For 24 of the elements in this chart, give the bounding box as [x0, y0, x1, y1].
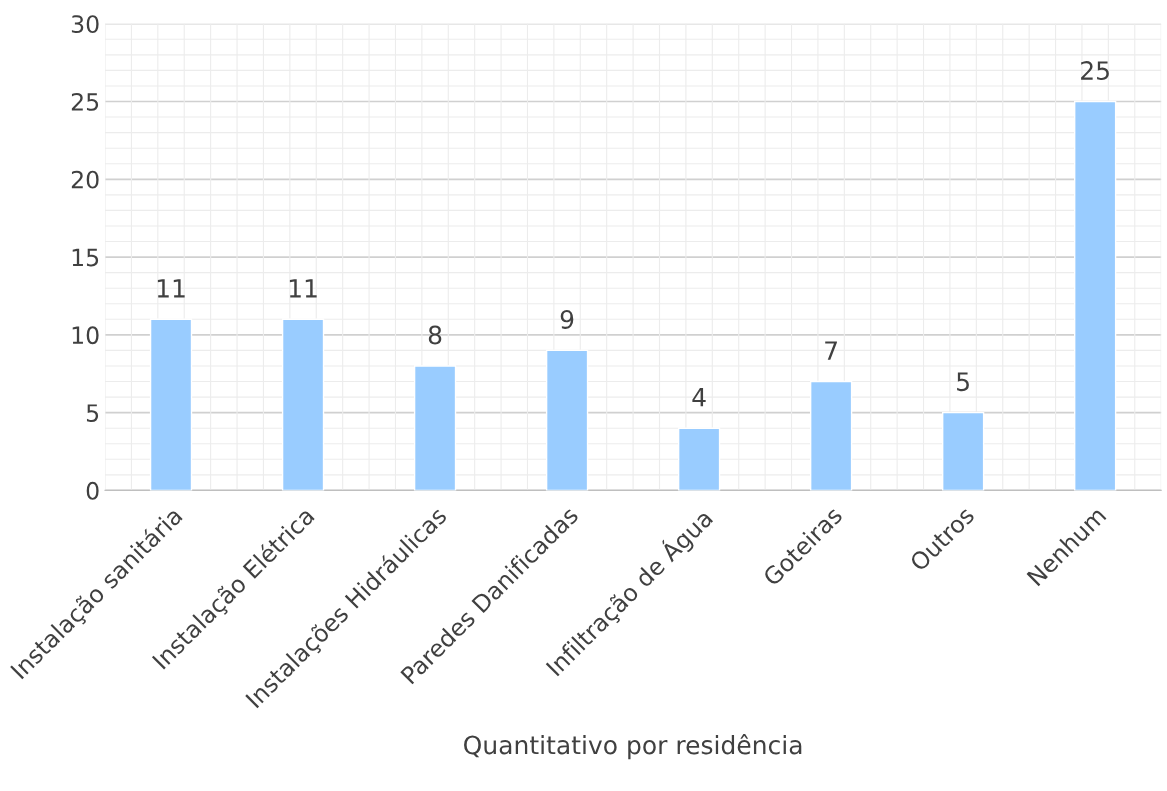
y-tick-label: 10: [72, 326, 99, 345]
y-tick-label: 0: [86, 481, 99, 500]
data-label: 11: [289, 279, 317, 298]
bar: [545, 349, 589, 491]
bar: [281, 318, 325, 491]
bar: [677, 427, 721, 491]
data-label: 11: [157, 279, 185, 298]
data-label: 9: [560, 309, 574, 329]
bar: [809, 380, 853, 491]
y-tick-label: 25: [71, 92, 99, 111]
y-tick-label: 30: [71, 15, 99, 34]
y-tick-label: 20: [71, 170, 99, 189]
x-axis-title: Quantitativo por residência: [464, 734, 802, 760]
bar: [941, 411, 985, 491]
y-tick-label: 15: [72, 248, 99, 267]
data-label: 7: [825, 341, 837, 360]
data-label: 25: [1081, 61, 1109, 80]
bar: [149, 318, 193, 491]
y-tick-label: 5: [86, 404, 99, 422]
data-label: 8: [428, 325, 442, 345]
data-label: 4: [692, 388, 706, 407]
data-label: 5: [957, 372, 969, 392]
bar: [413, 365, 457, 491]
bar: [1073, 100, 1117, 491]
